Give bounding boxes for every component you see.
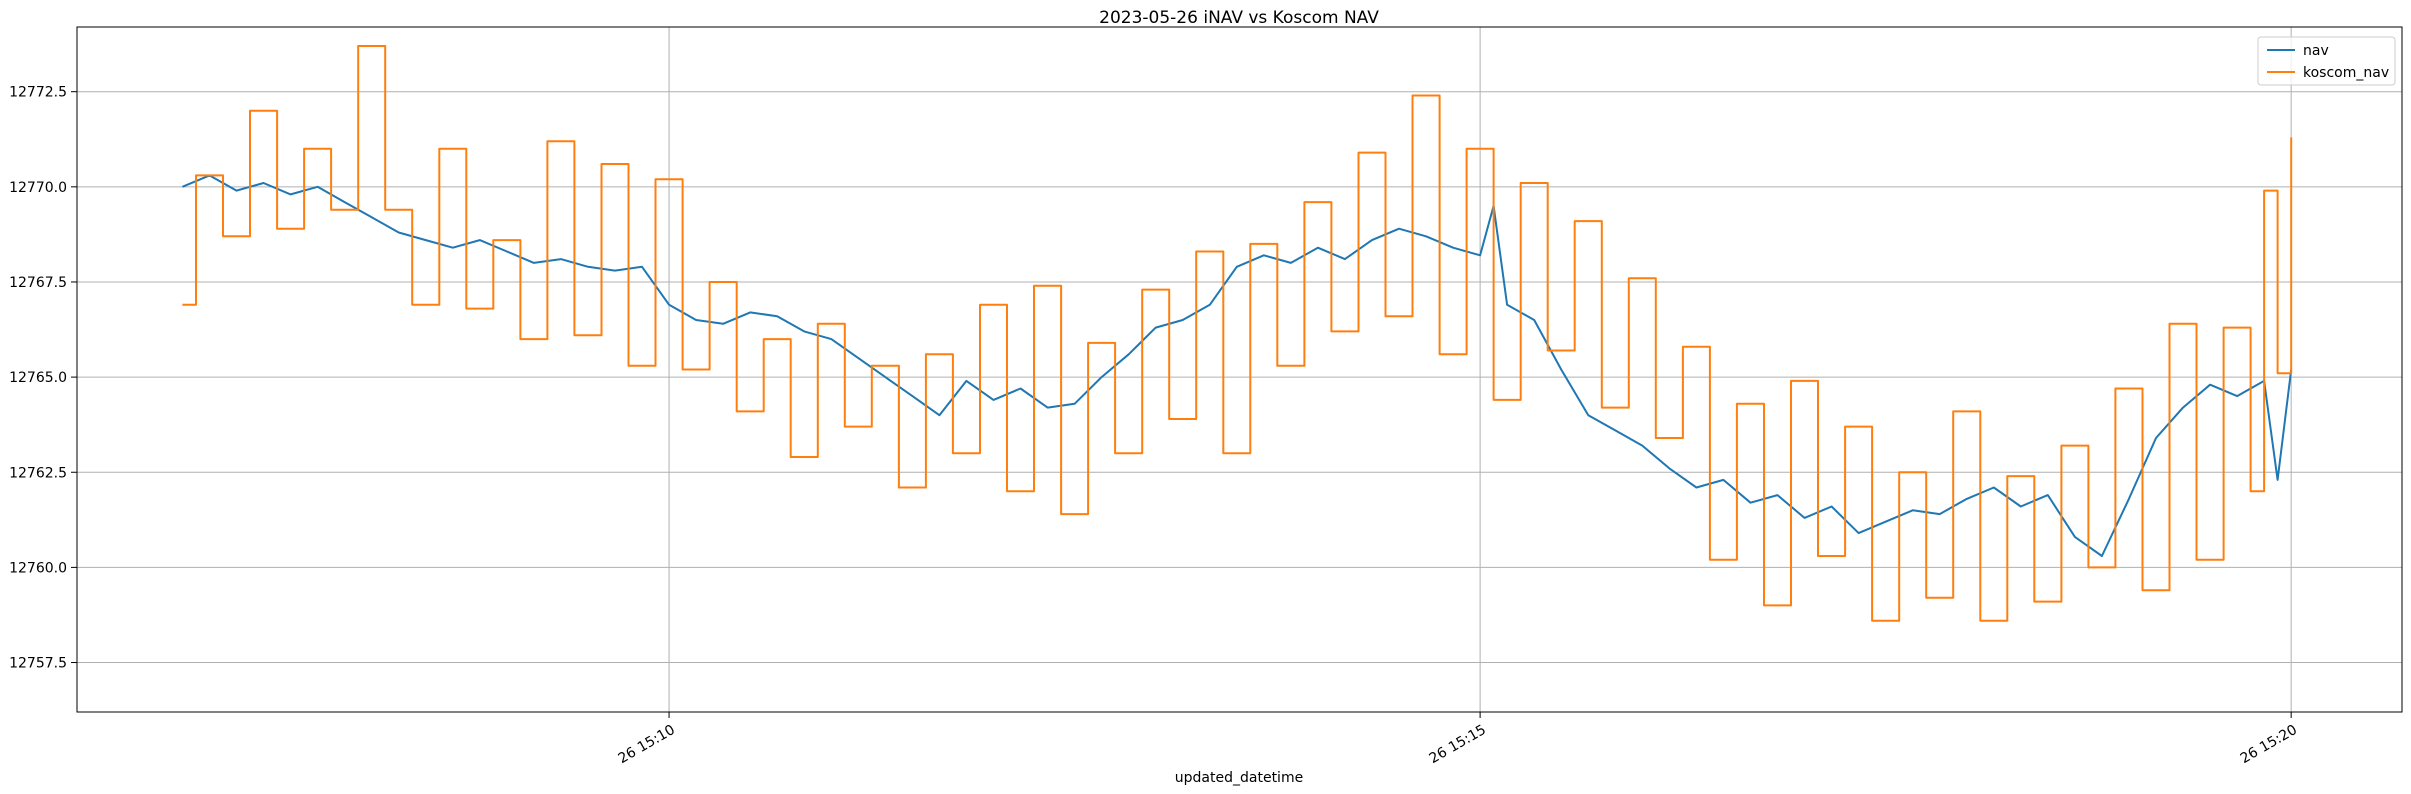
chart-title: 2023-05-26 iNAV vs Koscom NAV <box>1099 8 1379 28</box>
y-tick-label-2: 12762.5 <box>9 465 67 481</box>
y-tick-label-5: 12770.0 <box>9 180 67 196</box>
y-tick-label-3: 12765.0 <box>9 370 67 386</box>
series-line-koscom-nav <box>182 45 2293 622</box>
series-layer <box>182 45 2293 622</box>
y-tick-label-0: 12757.5 <box>9 656 67 672</box>
x-axis-label: updated_datetime <box>1175 770 1303 786</box>
legend: nav koscom_nav <box>2257 36 2396 86</box>
y-tick-label-4: 12767.5 <box>9 275 67 291</box>
y-tick-label-1: 12760.0 <box>9 560 67 576</box>
plot-area <box>77 27 2402 712</box>
y-tick-label-6: 12772.5 <box>9 85 67 101</box>
legend-label-koscom-nav: koscom_nav <box>2303 65 2389 81</box>
y-axis-ticks: 12757.5 12760.0 12762.5 12765.0 12767.5 12770… <box>9 85 77 672</box>
axes-frame <box>76 26 2403 713</box>
series-line-nav <box>182 174 2293 557</box>
legend-label-nav: nav <box>2303 43 2329 59</box>
